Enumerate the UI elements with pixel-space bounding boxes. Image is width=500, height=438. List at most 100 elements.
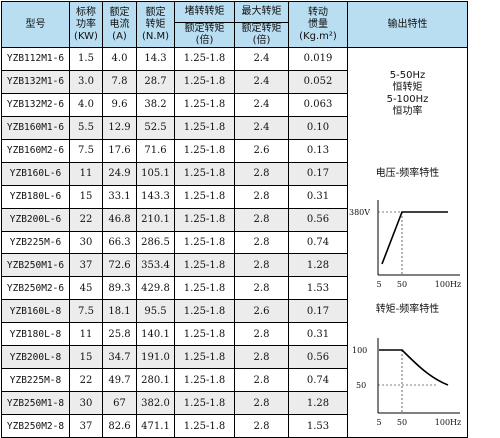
cell-inertia: 0.019 xyxy=(288,47,348,71)
cell-inertia: 0.31 xyxy=(288,184,348,209)
cell-current: 67 xyxy=(102,391,137,415)
voltage-x-tick-5: 5 xyxy=(376,280,381,289)
cell-max: 2.8 xyxy=(234,253,289,278)
cell-inertia: 0.10 xyxy=(288,115,348,140)
cell-power: 3.0 xyxy=(69,69,103,94)
torque-y-label-50: 50 xyxy=(356,381,366,390)
cell-max: 2.8 xyxy=(234,368,289,393)
cell-model: YZB225M-8 xyxy=(1,368,70,393)
cell-torque: 14.3 xyxy=(136,47,175,71)
cell-stall: 1.25-1.8 xyxy=(174,276,235,301)
header-current: 额定 电流 (A) xyxy=(102,1,137,48)
cell-inertia: 0.063 xyxy=(288,92,348,117)
cell-power: 22 xyxy=(69,207,103,232)
cell-power: 30 xyxy=(69,391,103,415)
cell-stall: 1.25-1.8 xyxy=(174,207,235,232)
torque-y-label-100: 100 xyxy=(352,346,367,355)
cell-inertia: 0.17 xyxy=(288,161,348,186)
cell-stall: 1.25-1.8 xyxy=(174,322,235,347)
cell-current: 12.9 xyxy=(102,115,137,140)
cell-current: 82.6 xyxy=(102,414,137,438)
torque-x-tick-100: 100Hz xyxy=(435,418,461,427)
table-row: YZB200L-8 15 34.7 191.0 1.25-1.8 2.8 0.5… xyxy=(1,345,468,370)
table-row: YZB180L-6 15 33.1 143.3 1.25-1.8 2.8 0.3… xyxy=(1,184,468,209)
cell-model: YZB250M1-6 xyxy=(1,253,70,278)
cell-power: 37 xyxy=(69,253,103,278)
cell-torque: 52.5 xyxy=(136,115,175,140)
cell-max: 2.8 xyxy=(234,184,289,209)
table-row: YZB132M2-6 4.0 9.6 38.2 1.25-1.8 2.4 0.0… xyxy=(1,92,468,117)
cell-max: 2.6 xyxy=(234,138,289,163)
cell-current: 4.0 xyxy=(102,47,137,71)
cell-torque: 28.7 xyxy=(136,69,175,94)
cell-current: 17.6 xyxy=(102,138,137,163)
cell-current: 33.1 xyxy=(102,184,137,209)
cell-max: 2.8 xyxy=(234,276,289,301)
torque-x-tick-5: 5 xyxy=(376,418,381,427)
cell-model: YZB180L-8 xyxy=(1,322,70,347)
cell-current: 72.6 xyxy=(102,253,137,278)
cell-current: 18.1 xyxy=(102,299,137,324)
cell-inertia: 0.13 xyxy=(288,138,348,163)
cell-inertia: 1.28 xyxy=(288,253,348,278)
cell-power: 11 xyxy=(69,161,103,186)
cell-stall: 1.25-1.8 xyxy=(174,92,235,117)
table-row: YZB160M1-6 5.5 12.9 52.5 1.25-1.8 2.4 0.… xyxy=(1,115,468,140)
cell-stall: 1.25-1.8 xyxy=(174,230,235,255)
cell-inertia: 0.56 xyxy=(288,207,348,232)
cell-inertia: 1.28 xyxy=(288,391,348,415)
cell-stall: 1.25-1.8 xyxy=(174,299,235,324)
cell-max: 2.6 xyxy=(234,299,289,324)
motor-spec-table: 型号 标称 功率 (KW) 额定 电流 (A) 额定 转矩 (N.M) 堵转转矩… xyxy=(1,1,468,438)
table-row: YZB250M2-6 45 89.3 429.8 1.25-1.8 2.8 1.… xyxy=(1,276,468,301)
cell-torque: 382.0 xyxy=(136,391,175,415)
cell-inertia: 1.53 xyxy=(288,414,348,438)
cell-model: YZB160M2-6 xyxy=(1,138,70,163)
cell-current: 7.8 xyxy=(102,69,137,94)
cell-power: 1.5 xyxy=(69,47,103,71)
cell-stall: 1.25-1.8 xyxy=(174,414,235,438)
cell-model: YZB250M1-8 xyxy=(1,391,70,415)
cell-current: 9.6 xyxy=(102,92,137,117)
cell-max: 2.4 xyxy=(234,115,289,140)
cell-torque: 143.3 xyxy=(136,184,175,209)
cell-current: 49.7 xyxy=(102,368,137,393)
cell-model: YZB250M2-8 xyxy=(1,414,70,438)
cell-stall: 1.25-1.8 xyxy=(174,69,235,94)
header-max-torque: 最大转矩 xyxy=(234,1,289,23)
cell-stall: 1.25-1.8 xyxy=(174,253,235,278)
spec-table-body: YZB112M1-6 1.5 4.0 14.3 1.25-1.8 2.4 0.0… xyxy=(1,47,468,438)
cell-power: 5.5 xyxy=(69,115,103,140)
header-output: 输出特性 xyxy=(347,1,468,48)
header-stall-torque: 堵转转矩 xyxy=(174,1,235,23)
cell-max: 2.4 xyxy=(234,69,289,94)
cell-torque: 71.6 xyxy=(136,138,175,163)
cell-max: 2.8 xyxy=(234,414,289,438)
cell-model: YZB132M2-6 xyxy=(1,92,70,117)
torque-frequency-title: 转矩-频率特性 xyxy=(375,304,440,315)
cell-model: YZB160L-8 xyxy=(1,299,70,324)
torque-curve xyxy=(379,349,449,386)
cell-torque: 95.5 xyxy=(136,299,175,324)
cell-stall: 1.25-1.8 xyxy=(174,161,235,186)
cell-power: 15 xyxy=(69,184,103,209)
output-line-1: 5-50Hz xyxy=(389,70,426,81)
cell-torque: 38.2 xyxy=(136,92,175,117)
cell-max: 2.8 xyxy=(234,345,289,370)
table-row: YZB225M-8 22 49.7 280.1 1.25-1.8 2.8 0.7… xyxy=(1,368,468,393)
voltage-x-tick-50: 50 xyxy=(397,280,407,289)
cell-power: 37 xyxy=(69,414,103,438)
output-line-3: 5-100Hz xyxy=(386,94,429,105)
cell-torque: 140.1 xyxy=(136,322,175,347)
cell-power: 7.5 xyxy=(69,299,103,324)
voltage-frequency-title: 电压-频率特性 xyxy=(375,168,440,179)
table-row: YZB112M1-6 1.5 4.0 14.3 1.25-1.8 2.4 0.0… xyxy=(1,47,468,438)
cell-stall: 1.25-1.8 xyxy=(174,345,235,370)
cell-torque: 105.1 xyxy=(136,161,175,186)
output-line-2: 恒转矩 xyxy=(392,82,423,93)
cell-inertia: 0.17 xyxy=(288,299,348,324)
cell-max: 2.4 xyxy=(234,47,289,71)
header-power: 标称 功率 (KW) xyxy=(69,1,103,48)
voltage-frequency-chart: 380V 5 50 100Hz xyxy=(349,200,461,289)
cell-power: 22 xyxy=(69,368,103,393)
